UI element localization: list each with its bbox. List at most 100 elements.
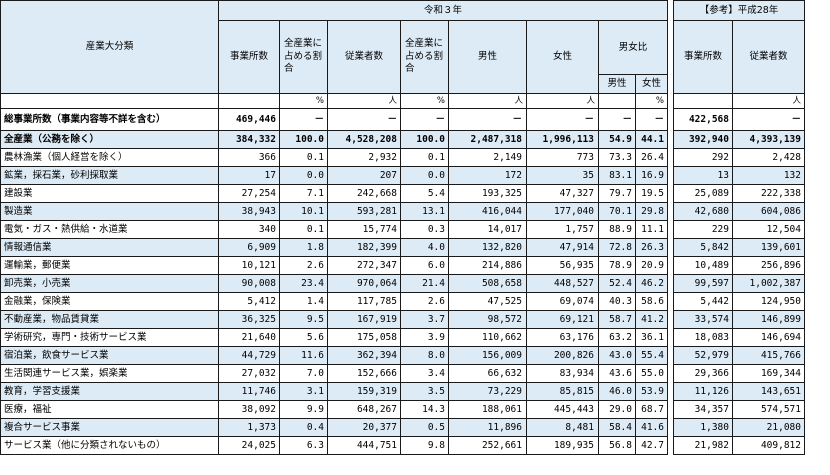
cell-male: 11,896 [448,418,527,437]
cell-ratio-female: 20.9 [635,256,668,275]
cell-ratio-male: 43.0 [598,346,636,365]
cell-ratio-female: 68.7 [635,400,668,419]
cell-share: 9.5 [279,310,328,329]
cell-ref-establishments: 99,597 [673,274,733,293]
industry-label: サービス業（他に分類されないもの） [0,436,219,455]
unit-person: 人 [327,93,401,109]
header-employees: 従業者数 [327,20,401,94]
cell-ref-employees: 139,601 [732,238,805,257]
industry-label: 情報通信業 [0,238,219,257]
industry-label: 建設業 [0,184,219,203]
cell-emp-share: 6.0 [400,256,449,275]
cell-share: 5.6 [279,328,328,347]
cell-emp-share: 100.0 [400,130,449,149]
industry-row: 電気・ガス・熱供給・水道業 340 0.1 15,774 0.3 14,017 1,757 8… [0,220,805,239]
cell-ref-establishments: 34,357 [673,400,733,419]
cell-ratio-male: 52.4 [598,274,636,293]
cell-ratio-male: 78.9 [598,256,636,275]
cell-ref-employees: 4,393,139 [732,130,805,149]
cell-ref-employees: 256,896 [732,256,805,275]
industry-label: 鉱業，採石業，砂利採取業 [0,166,219,185]
cell-female: 83,934 [526,364,599,383]
industry-row: 宿泊業，飲食サービス業 44,729 11.6 362,394 8.0 156,009 20… [0,346,805,365]
industry-label: 複合サービス事業 [0,418,219,437]
cell-male: 214,886 [448,256,527,275]
cell-female: － [526,108,599,131]
industry-label: 金融業，保険業 [0,292,219,311]
unit-empty [218,93,280,109]
industry-row: サービス業（他に分類されないもの） 24,025 6.3 444,751 9.8 252,… [0,436,805,455]
cell-ref-employees: 2,428 [732,148,805,167]
cell-share: 100.0 [279,130,328,149]
cell-male: 132,820 [448,238,527,257]
cell-ratio-male: 73.3 [598,148,636,167]
cell-female: 189,935 [526,436,599,455]
cell-establishments: 6,909 [218,238,280,257]
cell-ratio-female: 55.4 [635,346,668,365]
industry-label: 医療，福祉 [0,400,219,419]
cell-ratio-female: 46.2 [635,274,668,293]
cell-ref-establishments: 229 [673,220,733,239]
cell-ratio-male: 70.1 [598,202,636,221]
cell-employees: 117,785 [327,292,401,311]
cell-female: 445,443 [526,400,599,419]
cell-share: 0.1 [279,220,328,239]
industry-label: 総事業所数（事業内容等不詳を含む） [0,108,219,131]
cell-employees: 970,064 [327,274,401,293]
cell-employees: 242,668 [327,184,401,203]
cell-ratio-female: 41.2 [635,310,668,329]
cell-emp-share: 0.3 [400,220,449,239]
cell-ref-employees: 12,504 [732,220,805,239]
cell-establishments: 11,746 [218,382,280,401]
unit-person: 人 [448,93,527,109]
cell-establishments: 340 [218,220,280,239]
header-gender-ratio: 男女比 [598,20,668,75]
cell-female: 200,826 [526,346,599,365]
cell-male: 14,017 [448,220,527,239]
cell-establishments: 17 [218,166,280,185]
cell-share: 0.4 [279,418,328,437]
cell-share: 3.1 [279,382,328,401]
cell-female: 773 [526,148,599,167]
cell-male: 156,009 [448,346,527,365]
all-industries-row: 全産業（公務を除く） 384,332 100.0 4,528,208 100.0 2,48… [0,130,805,149]
cell-ratio-female: 41.6 [635,418,668,437]
cell-ratio-male: 54.9 [598,130,636,149]
cell-male: 73,229 [448,382,527,401]
cell-ref-establishments: 392,940 [673,130,733,149]
cell-male: 193,325 [448,184,527,203]
cell-ref-establishments: 18,083 [673,328,733,347]
cell-share: 7.0 [279,364,328,383]
cell-ref-employees: 604,086 [732,202,805,221]
cell-share: 1.4 [279,292,328,311]
cell-employees: 152,666 [327,364,401,383]
cell-emp-share: 0.1 [400,148,449,167]
cell-employees: 15,774 [327,220,401,239]
cell-ref-employees: 409,812 [732,436,805,455]
header-reiwa3: 令和３年 [218,0,668,21]
cell-ref-establishments: 10,489 [673,256,733,275]
industry-row: 医療，福祉 38,092 9.9 648,267 14.3 188,061 445,443 2… [0,400,805,419]
cell-ratio-male: 58.7 [598,310,636,329]
cell-ref-establishments: 13 [673,166,733,185]
cell-establishments: 27,032 [218,364,280,383]
cell-male: 252,661 [448,436,527,455]
cell-emp-share: 14.3 [400,400,449,419]
cell-ratio-female: 42.7 [635,436,668,455]
cell-establishments: 10,121 [218,256,280,275]
industry-statistics-table: 産業大分類 令和３年 【参考】平成28年 事業所数 全産業に占める割合 従業者数… [0,0,805,455]
industry-row: 運輸業，郵便業 10,121 2.6 272,347 6.0 214,886 56,935 7… [0,256,805,275]
cell-male: 66,632 [448,364,527,383]
cell-ratio-female: 19.5 [635,184,668,203]
cell-emp-share: 0.0 [400,166,449,185]
industry-label: 電気・ガス・熱供給・水道業 [0,220,219,239]
header-ref-employees: 従業者数 [732,20,805,94]
cell-ref-establishments: 5,842 [673,238,733,257]
cell-ratio-female: 53.9 [635,382,668,401]
cell-emp-share: 4.0 [400,238,449,257]
cell-ref-employees: － [732,108,805,131]
grand-total-row: 総事業所数（事業内容等不詳を含む） 469,446 －－－－－－－ 422,568 － [0,108,805,131]
unit-pct: % [635,93,668,109]
cell-employees: 593,281 [327,202,401,221]
cell-employees: 362,394 [327,346,401,365]
